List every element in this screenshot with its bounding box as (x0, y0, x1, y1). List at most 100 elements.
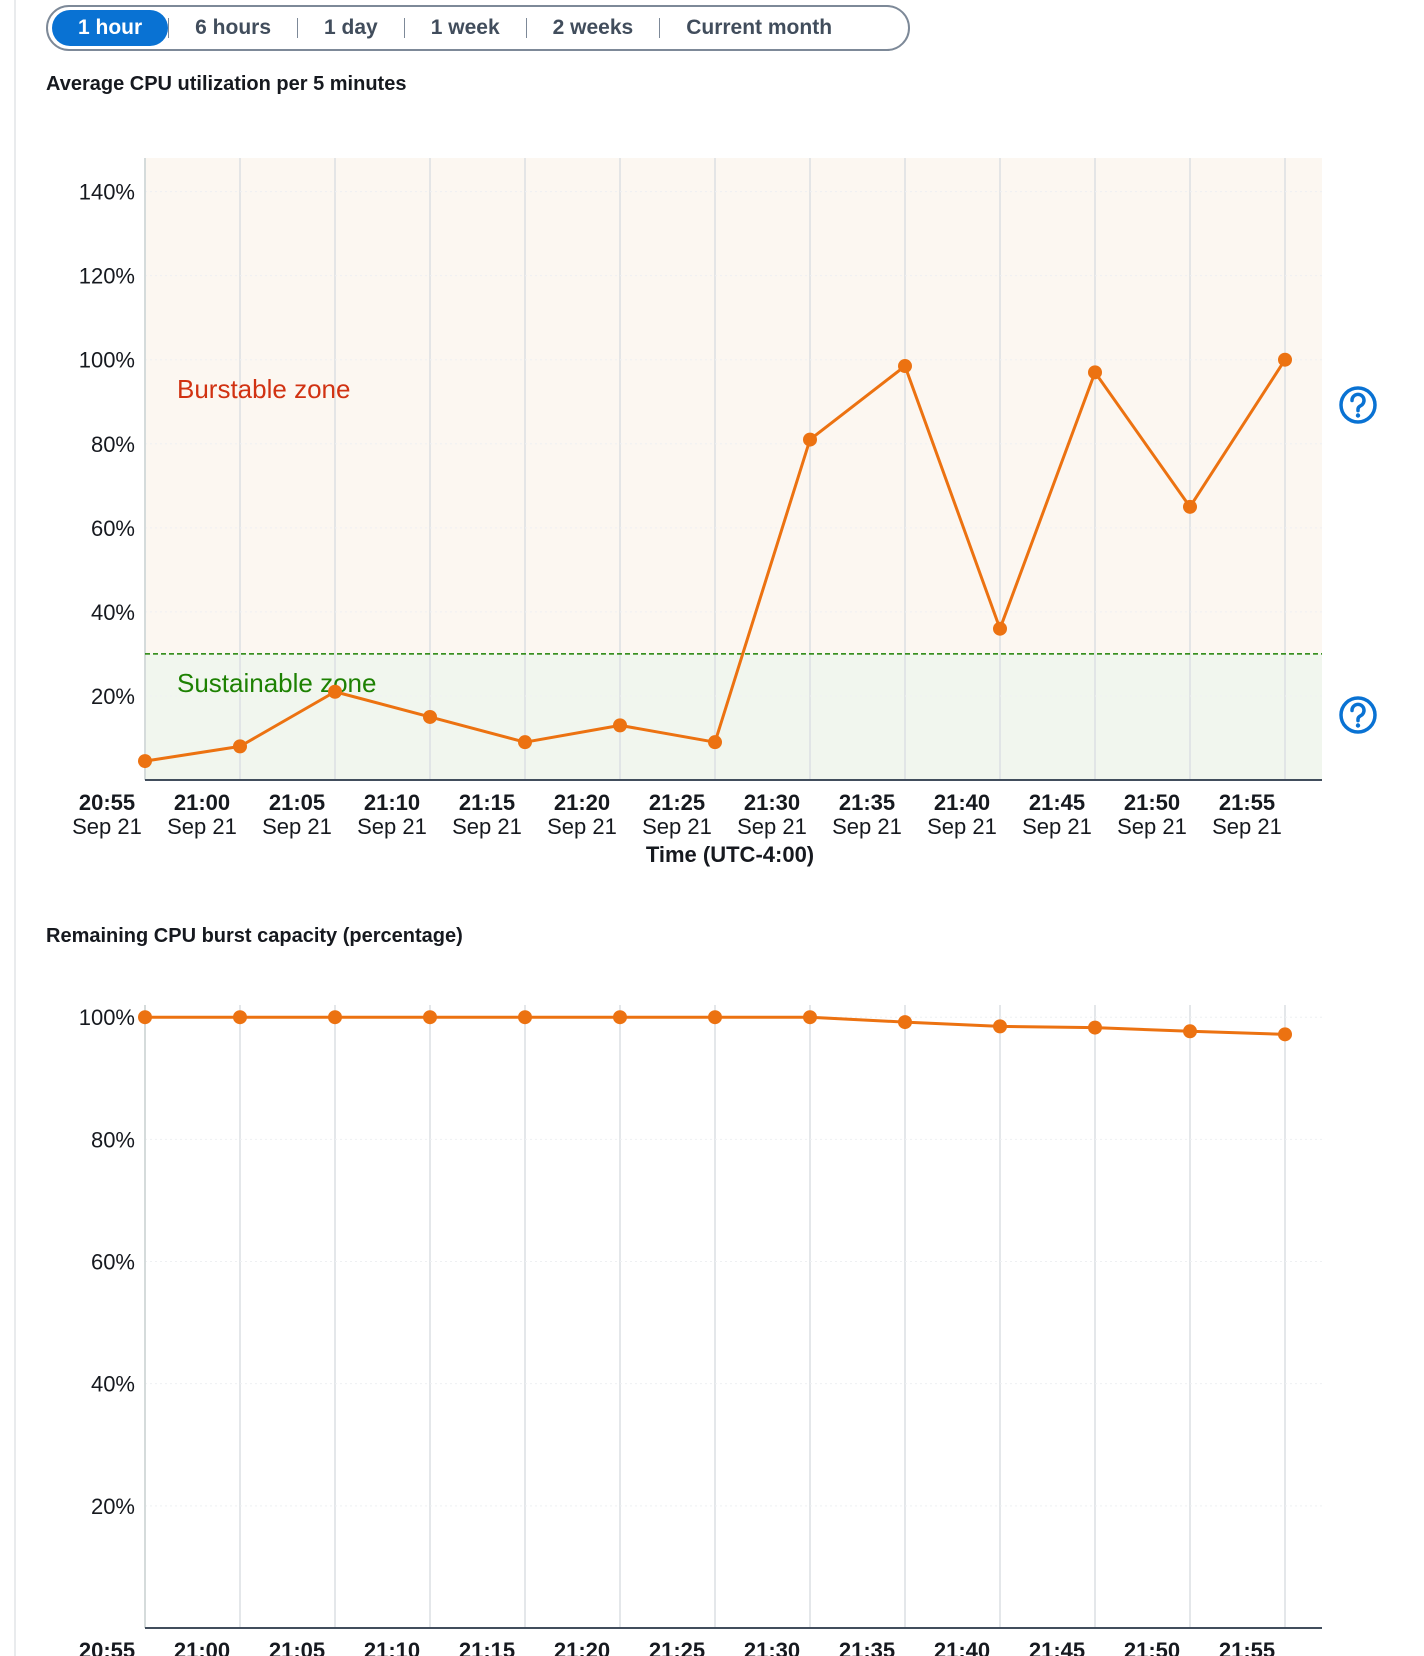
x-tick-label-date: Sep 21 (357, 814, 427, 839)
range-option-1-hour[interactable]: 1 hour (52, 10, 169, 46)
help-icon-graphic (1339, 386, 1377, 424)
data-point (898, 359, 912, 374)
data-point (708, 1010, 722, 1025)
data-point (708, 735, 722, 750)
x-tick-label-time: 21:35 (839, 790, 895, 815)
data-point (1088, 1020, 1102, 1035)
x-tick-label-time: 21:00 (174, 790, 230, 815)
x-tick-label-time: 21:05 (269, 1638, 325, 1656)
time-range-selector: 1 hour 6 hours 1 day 1 week 2 weeks Curr… (46, 5, 910, 51)
x-tick-label-time: 20:55 (79, 790, 135, 815)
x-tick-label-date: Sep 21 (72, 814, 142, 839)
y-tick-label: 40% (91, 1372, 135, 1397)
x-tick-label-date: Sep 21 (642, 814, 712, 839)
data-point (138, 1010, 152, 1025)
burstable-zone-area (145, 158, 1322, 654)
data-point (233, 1010, 247, 1025)
x-tick-label-time: 21:05 (269, 790, 325, 815)
range-separator (403, 18, 405, 38)
cpu-utilization-chart-title: Average CPU utilization per 5 minutes (46, 73, 407, 95)
x-tick-label-time: 21:00 (174, 1638, 230, 1656)
x-tick-label-time: 21:55 (1219, 1638, 1275, 1656)
data-point (518, 1010, 532, 1025)
data-point (233, 739, 247, 754)
x-tick-label-time: 21:40 (934, 790, 990, 815)
burst-capacity-chart-title: Remaining CPU burst capacity (percentage… (46, 925, 463, 947)
x-tick-label-time: 20:55 (79, 1638, 135, 1656)
range-option-current-month[interactable]: Current month (686, 16, 833, 39)
data-point (518, 735, 532, 750)
y-tick-label: 40% (91, 600, 135, 625)
x-tick-label-time: 21:45 (1029, 1638, 1085, 1656)
x-tick-label-time: 21:50 (1124, 1638, 1180, 1656)
data-point (423, 709, 437, 724)
x-tick-label-time: 21:55 (1219, 790, 1275, 815)
data-point (1278, 1027, 1292, 1042)
y-tick-label: 60% (91, 516, 135, 541)
y-tick-label: 140% (79, 180, 135, 205)
sustainable-zone-area (145, 653, 1322, 780)
x-tick-label-date: Sep 21 (1022, 814, 1092, 839)
range-separator (168, 18, 170, 38)
data-point (1278, 352, 1292, 367)
data-point (1183, 499, 1197, 514)
help-icon[interactable] (1338, 695, 1378, 735)
x-tick-label-date: Sep 21 (832, 814, 902, 839)
range-option-1-week[interactable]: 1 week (430, 16, 500, 39)
x-tick-label-time: 21:25 (649, 790, 705, 815)
x-tick-label-time: 21:15 (459, 1638, 515, 1656)
data-point (328, 1010, 342, 1025)
data-point (138, 754, 152, 769)
data-point (898, 1015, 912, 1030)
x-tick-label-time: 21:30 (744, 790, 800, 815)
x-tick-label-time: 21:20 (554, 790, 610, 815)
x-tick-label-date: Sep 21 (1212, 814, 1282, 839)
cpu-utilization-chart: 20%40%60%80%100%120%140%Burstable zoneSu… (72, 158, 1322, 867)
x-tick-label-time: 21:10 (364, 1638, 420, 1656)
x-tick-label-date: Sep 21 (262, 814, 332, 839)
data-point (993, 1019, 1007, 1034)
help-icon-graphic (1339, 696, 1377, 734)
x-tick-label-date: Sep 21 (927, 814, 997, 839)
y-tick-label: 80% (91, 432, 135, 457)
x-tick-label-time: 21:25 (649, 1638, 705, 1656)
range-separator (659, 18, 661, 38)
x-tick-label-date: Sep 21 (547, 814, 617, 839)
x-tick-label-date: Sep 21 (167, 814, 237, 839)
y-tick-label: 20% (91, 1494, 135, 1519)
data-point (803, 1010, 817, 1025)
y-tick-label: 20% (91, 684, 135, 709)
x-tick-label-time: 21:35 (839, 1638, 895, 1656)
data-point (613, 718, 627, 733)
burstable-zone-label: Burstable zone (177, 374, 350, 404)
x-tick-label-date: Sep 21 (452, 814, 522, 839)
x-tick-label-time: 21:15 (459, 790, 515, 815)
y-tick-label: 80% (91, 1127, 135, 1152)
y-tick-label: 100% (79, 348, 135, 373)
data-point (1183, 1024, 1197, 1039)
data-point (803, 432, 817, 447)
range-option-2-weeks[interactable]: 2 weeks (552, 16, 634, 39)
y-tick-label: 120% (79, 264, 135, 289)
data-point (993, 621, 1007, 636)
x-tick-label-time: 21:50 (1124, 790, 1180, 815)
data-point (613, 1010, 627, 1025)
y-tick-label: 60% (91, 1250, 135, 1275)
range-separator (525, 18, 527, 38)
range-option-6-hours[interactable]: 6 hours (195, 16, 272, 39)
range-separator (297, 18, 299, 38)
data-point (1088, 365, 1102, 380)
range-option-1-day[interactable]: 1 day (324, 16, 378, 39)
data-point (328, 684, 342, 699)
data-point (423, 1010, 437, 1025)
x-tick-label-time: 21:30 (744, 1638, 800, 1656)
y-tick-label: 100% (79, 1005, 135, 1030)
panel-left-border (14, 0, 16, 1656)
x-tick-label-date: Sep 21 (1117, 814, 1187, 839)
x-tick-label-time: 21:40 (934, 1638, 990, 1656)
x-tick-label-time: 21:20 (554, 1638, 610, 1656)
x-tick-label-date: Sep 21 (737, 814, 807, 839)
x-tick-label-time: 21:10 (364, 790, 420, 815)
help-icon[interactable] (1338, 385, 1378, 425)
